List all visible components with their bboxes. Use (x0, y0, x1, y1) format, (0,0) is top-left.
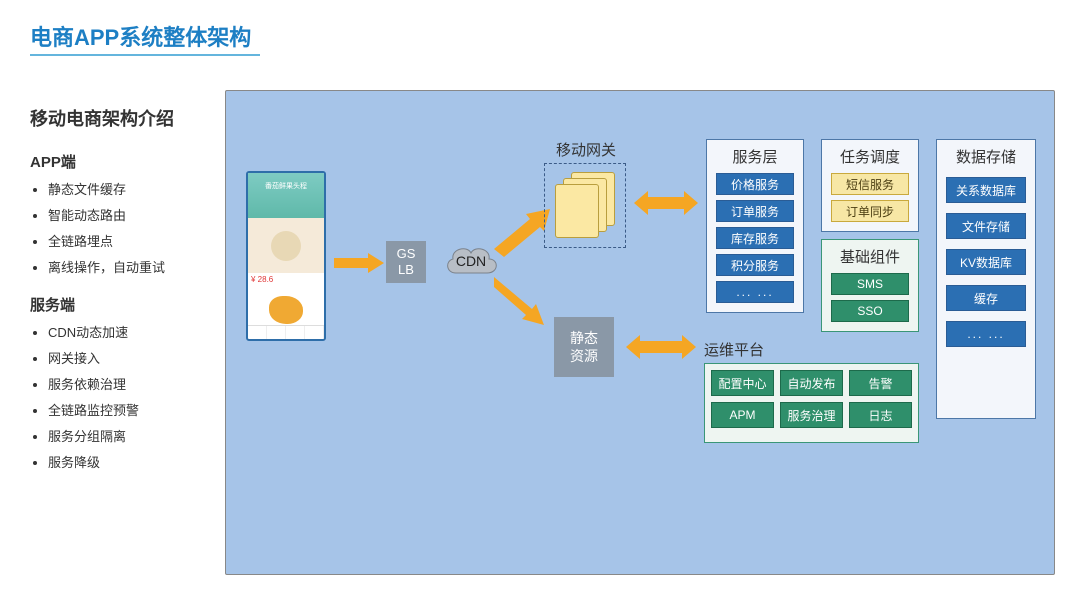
basic-component-box: 基础组件 SMS SSO (821, 239, 919, 332)
chip: 积分服务 (716, 254, 794, 276)
static-resource-box: 静态 资源 (554, 317, 614, 377)
arrow-icon (334, 253, 384, 273)
chip-more: ... ... (716, 281, 794, 303)
chip: APM (711, 402, 774, 428)
page-title: 电商APP系统整体架构 (30, 20, 251, 52)
chip: 订单服务 (716, 200, 794, 222)
chip: 缓存 (946, 285, 1026, 311)
box-title: 数据存储 (943, 146, 1029, 167)
service-layer-box: 服务层 价格服务 订单服务 库存服务 积分服务 ... ... (706, 139, 804, 313)
box-title: 服务层 (713, 146, 797, 167)
chip: 自动发布 (780, 370, 843, 396)
gslb-box: GS LB (386, 241, 426, 283)
phone-banner: 番茄鲜果头程 (248, 173, 324, 218)
list-item: 服务分组隔离 (48, 426, 200, 445)
arrow-icon (494, 269, 550, 325)
double-arrow-icon (626, 335, 696, 359)
data-store-box: 数据存储 关系数据库 文件存储 KV数据库 缓存 ... ... (936, 139, 1036, 419)
cdn-cloud: CDN (441, 239, 501, 283)
sidebar-list-app: 静态文件缓存 智能动态路由 全链路埋点 离线操作，自动重试 (30, 179, 200, 276)
list-item: 静态文件缓存 (48, 179, 200, 198)
phone-mock: 番茄鲜果头程 ¥ 28.6 (246, 171, 326, 341)
phone-image-1 (248, 218, 324, 273)
ops-label: 运维平台 (704, 339, 764, 360)
list-item: 全链路监控预警 (48, 400, 200, 419)
list-item: 智能动态路由 (48, 205, 200, 224)
task-schedule-box: 任务调度 短信服务 订单同步 (821, 139, 919, 232)
chip: SSO (831, 300, 909, 322)
list-item: 网关接入 (48, 348, 200, 367)
chip: 价格服务 (716, 173, 794, 195)
list-item: 服务降级 (48, 452, 200, 471)
phone-nav (248, 325, 324, 339)
chip: 服务治理 (780, 402, 843, 428)
sidebar: 移动电商架构介绍 APP端 静态文件缓存 智能动态路由 全链路埋点 离线操作，自… (30, 105, 200, 489)
chip: 配置中心 (711, 370, 774, 396)
chip: 告警 (849, 370, 912, 396)
list-item: 离线操作，自动重试 (48, 257, 200, 276)
chip: 关系数据库 (946, 177, 1026, 203)
gateway-cards (544, 163, 626, 248)
chip: 短信服务 (831, 173, 909, 195)
chip: 文件存储 (946, 213, 1026, 239)
gateway-label: 移动网关 (556, 139, 616, 160)
double-arrow-icon (634, 191, 698, 215)
chip: KV数据库 (946, 249, 1026, 275)
chip: SMS (831, 273, 909, 295)
box-title: 任务调度 (828, 146, 912, 167)
sidebar-section-app: APP端 (30, 151, 200, 172)
chip: 订单同步 (831, 200, 909, 222)
list-item: 服务依赖治理 (48, 374, 200, 393)
ops-platform-box: 配置中心 自动发布 告警 APM 服务治理 日志 (704, 363, 919, 443)
arrow-icon (494, 209, 550, 259)
title-underline (30, 54, 260, 56)
chip: 库存服务 (716, 227, 794, 249)
phone-price: ¥ 28.6 (248, 273, 324, 286)
sidebar-list-server: CDN动态加速 网关接入 服务依赖治理 全链路监控预警 服务分组隔离 服务降级 (30, 322, 200, 471)
list-item: 全链路埋点 (48, 231, 200, 250)
sidebar-section-server: 服务端 (30, 294, 200, 315)
box-title: 基础组件 (828, 246, 912, 267)
chip: 日志 (849, 402, 912, 428)
list-item: CDN动态加速 (48, 322, 200, 341)
architecture-diagram: 番茄鲜果头程 ¥ 28.6 GS LB CDN 移动网关 静态 资源 服务层 价… (225, 90, 1055, 575)
chip-more: ... ... (946, 321, 1026, 347)
sidebar-heading: 移动电商架构介绍 (30, 105, 200, 131)
